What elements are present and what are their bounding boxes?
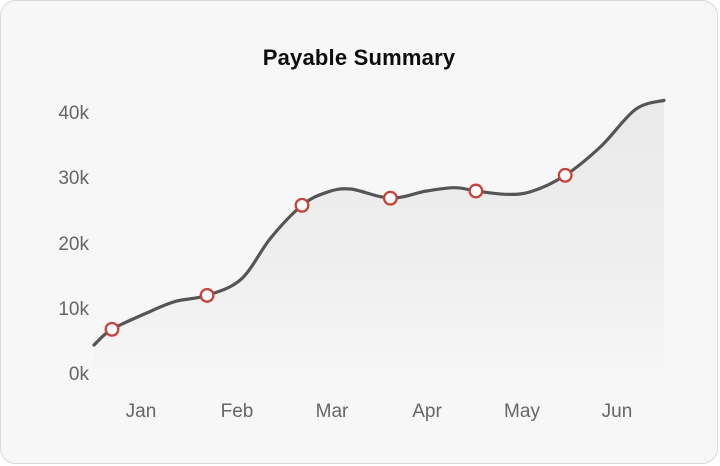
chart-title: Payable Summary [262,45,456,70]
data-point-marker[interactable] [468,183,484,199]
y-axis-label: 10k [58,299,89,320]
x-axis-label: Jan [125,401,157,422]
x-axis-label: Feb [220,401,254,422]
y-axis-label: 20k [58,234,89,255]
y-axis-label: 0k [68,364,89,385]
data-point-markers [104,167,573,337]
series-area [94,100,664,376]
data-point-marker[interactable] [294,197,310,213]
data-point-marker[interactable] [104,321,120,337]
y-axis-label: 40k [58,103,89,124]
data-point-marker[interactable] [557,167,573,183]
x-axis-label: May [504,401,540,422]
x-axis-label: Mar [315,401,349,422]
y-axis-label: 30k [58,168,89,189]
x-axis-label: Jun [601,401,633,422]
x-axis-label: Apr [412,401,442,422]
data-point-marker[interactable] [382,190,398,206]
data-point-marker[interactable] [199,287,215,303]
